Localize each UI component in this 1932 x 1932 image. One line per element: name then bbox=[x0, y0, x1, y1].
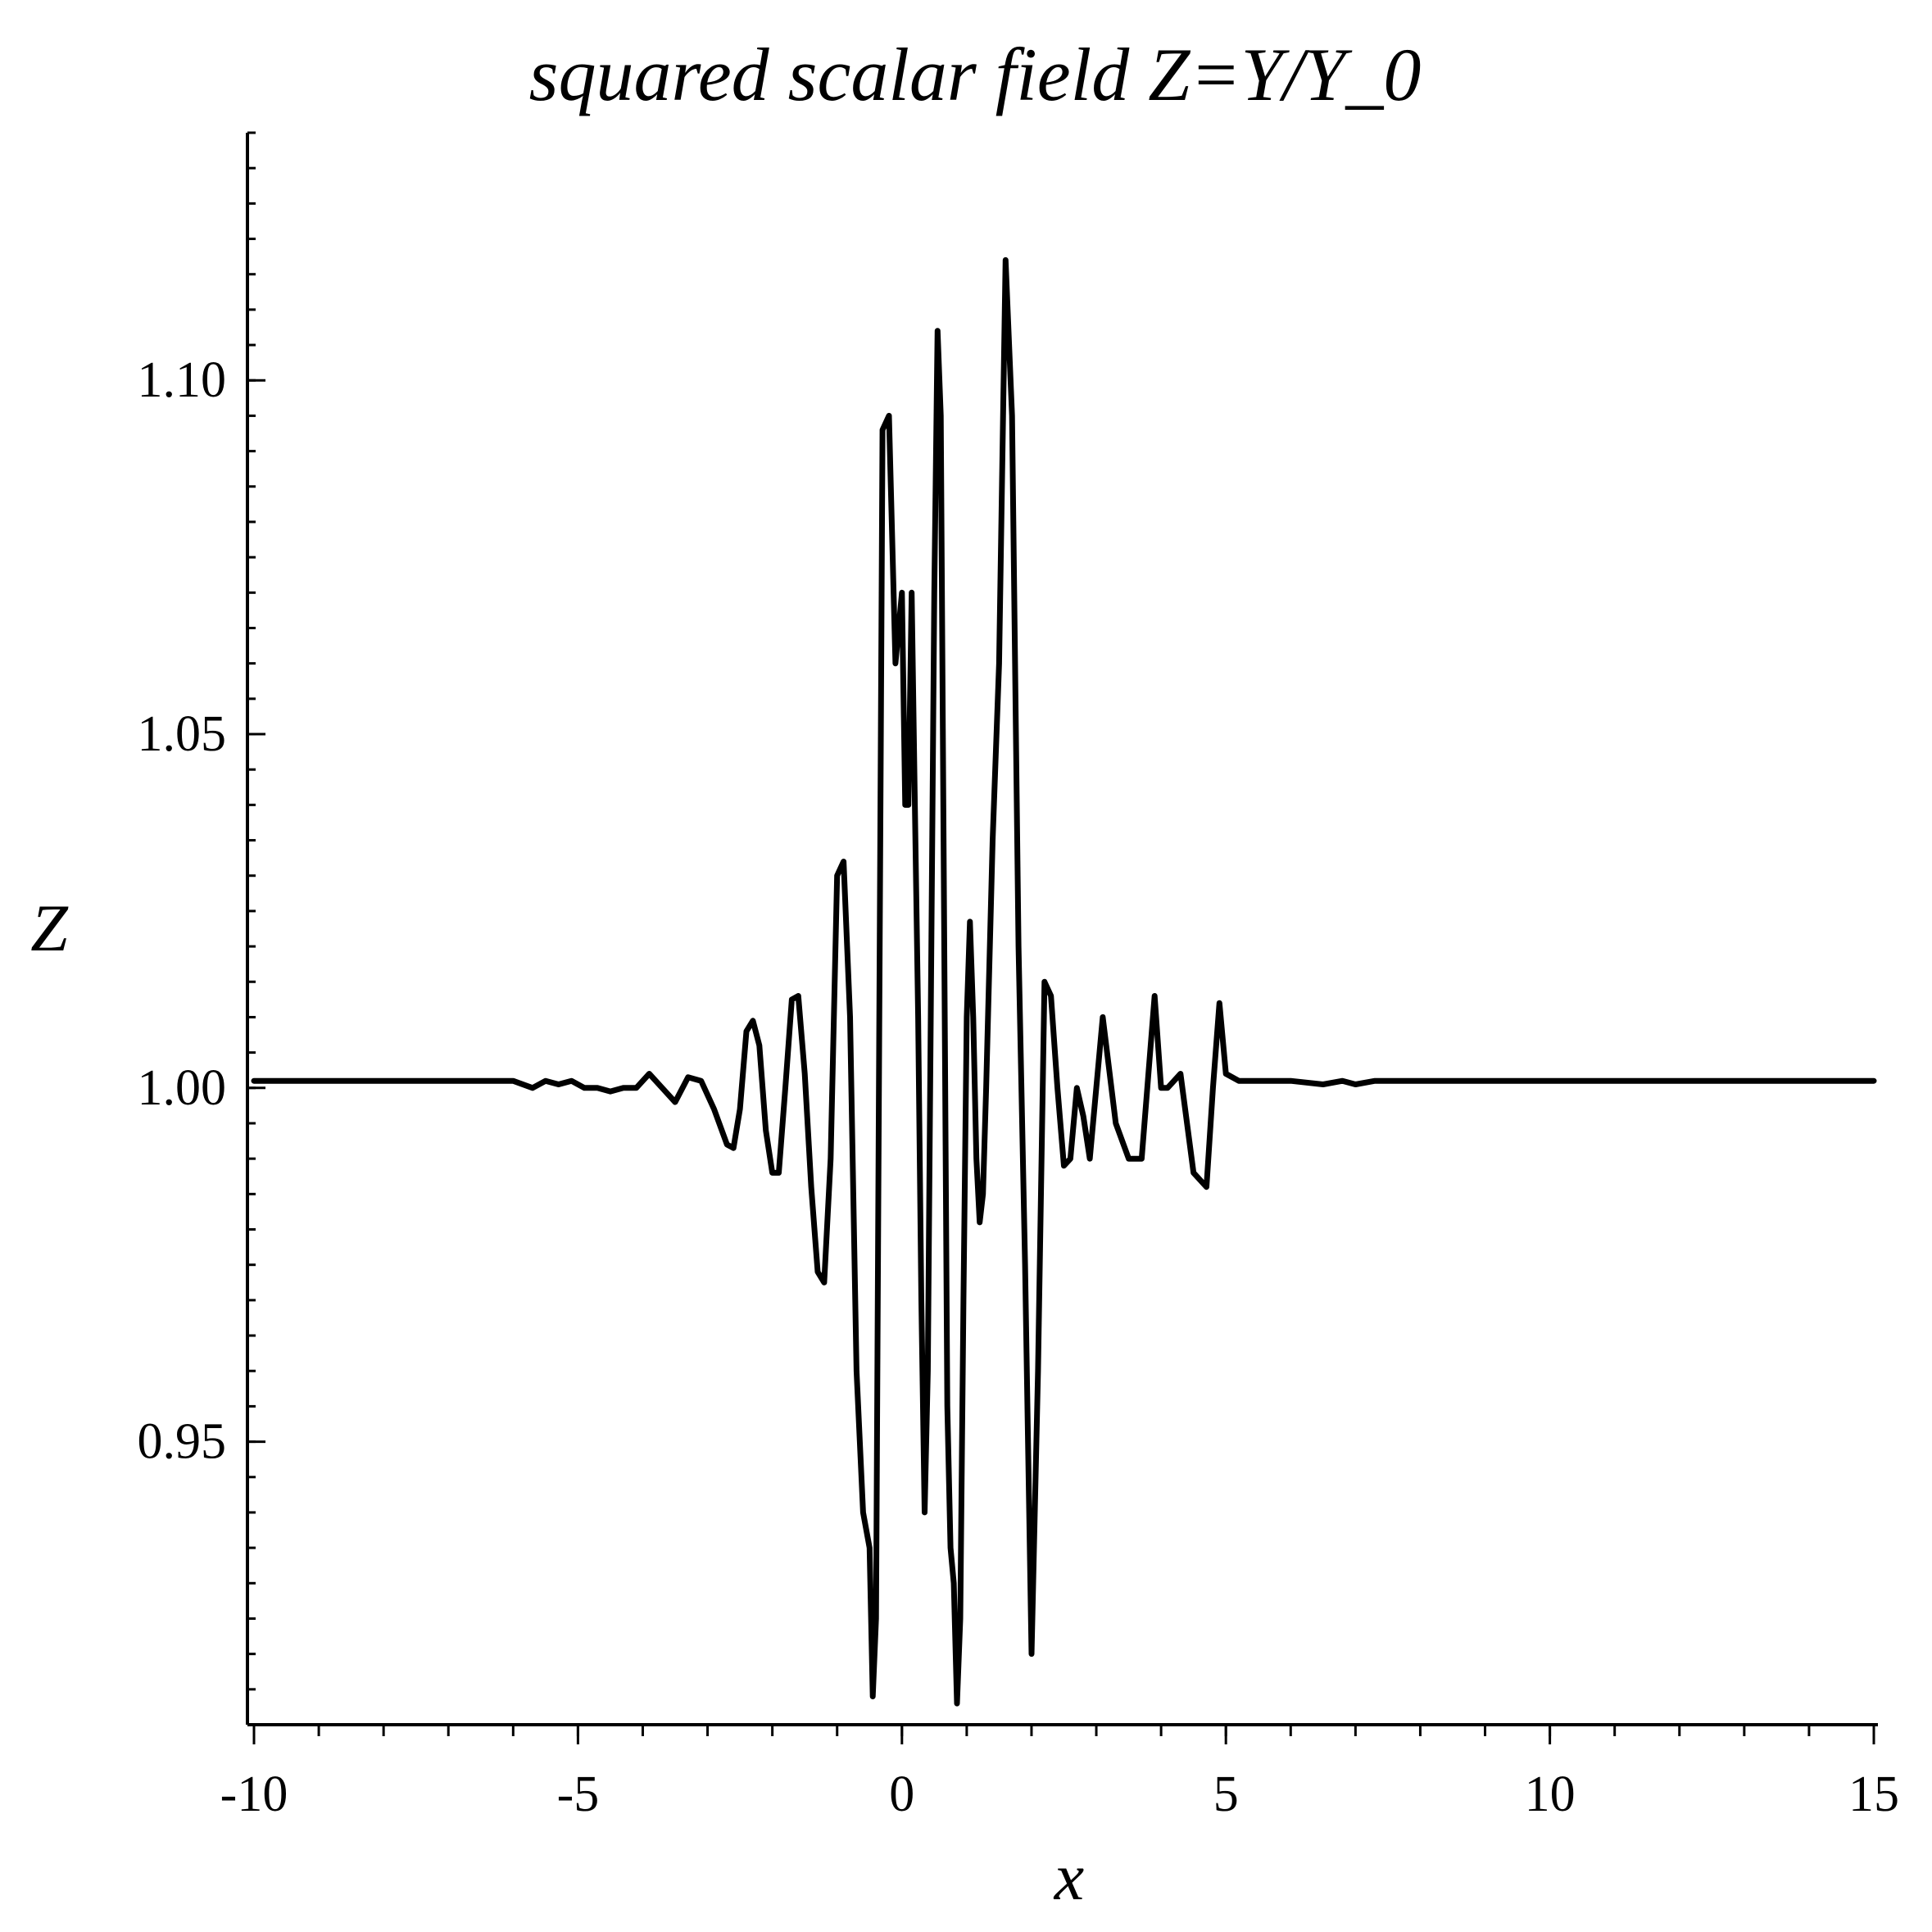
chart-title: squared scalar field Z=Y/Y_0 bbox=[529, 33, 1422, 116]
x-tick-label: -5 bbox=[557, 1766, 600, 1822]
x-tick-label: 10 bbox=[1525, 1766, 1576, 1822]
x-minor-ticks bbox=[252, 1725, 1875, 1736]
x-axis-label: x bbox=[1054, 1839, 1084, 1914]
x-tick-label: 0 bbox=[889, 1766, 914, 1822]
x-ticks: -10 -5 0 5 10 15 bbox=[220, 1725, 1899, 1822]
y-tick-label: 1.10 bbox=[138, 352, 227, 408]
x-tick-label: -10 bbox=[220, 1766, 288, 1822]
x-tick-label: 5 bbox=[1213, 1766, 1239, 1822]
y-ticks: 0.95 1.00 1.05 1.10 bbox=[138, 352, 265, 1470]
y-tick-label: 1.05 bbox=[138, 706, 227, 762]
y-tick-label: 1.00 bbox=[138, 1060, 227, 1116]
series-line-z bbox=[251, 256, 1877, 1707]
axes bbox=[246, 133, 1878, 1726]
x-tick-label: 15 bbox=[1848, 1766, 1899, 1822]
y-tick-label: 0.95 bbox=[138, 1414, 227, 1470]
y-axis-label: Z bbox=[30, 891, 69, 965]
